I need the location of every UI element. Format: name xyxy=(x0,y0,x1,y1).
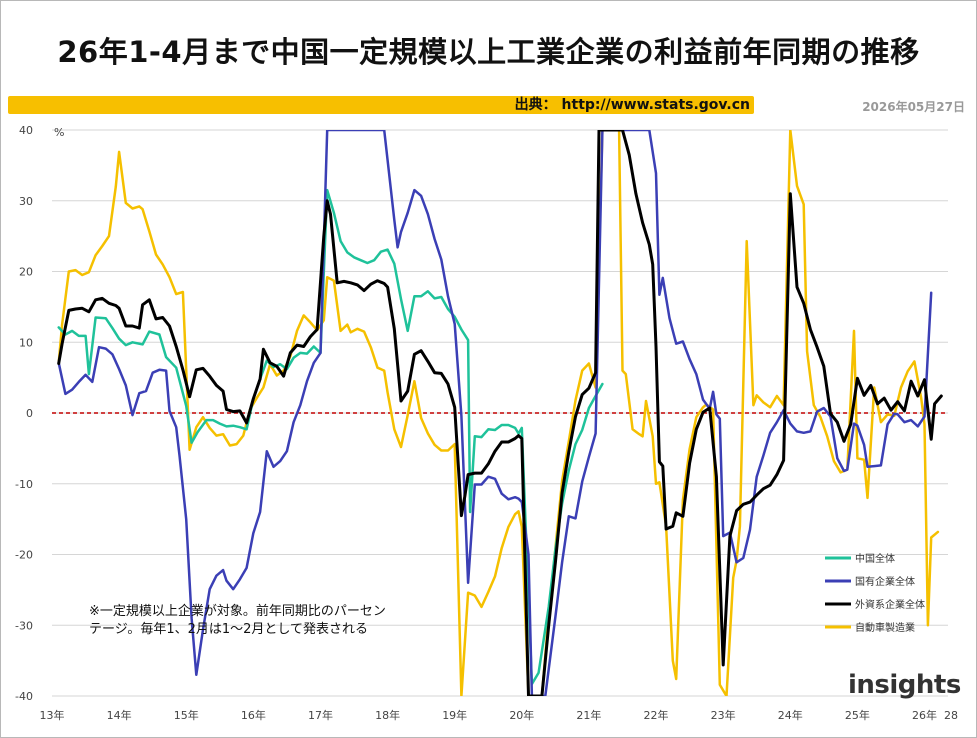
x-axis-end-label: 28 xyxy=(944,709,958,722)
y-tick-label: -10 xyxy=(15,478,33,491)
series-group xyxy=(57,130,943,696)
y-tick-label: 10 xyxy=(19,336,33,349)
y-tick-label: -20 xyxy=(15,549,33,562)
insights-logo: insights xyxy=(848,670,961,700)
x-tick-label: 25年 xyxy=(845,708,870,722)
x-tick-label: 14年 xyxy=(107,708,132,722)
y-axis-unit: % xyxy=(54,126,64,139)
y-axis: -40 -30 -20 -10 0 10 20 30 40 xyxy=(15,124,33,703)
legend-label: 外資系企業全体 xyxy=(855,598,925,611)
y-tick-label: -40 xyxy=(15,690,33,703)
y-tick-label: -30 xyxy=(15,619,33,632)
legend-label: 自動車製造業 xyxy=(855,621,915,634)
chart-note: ※一定規模以上企業が対象。前年同期比のパーセンテージ。毎年1、2月は1～2月とし… xyxy=(89,603,386,637)
x-tick-label: 23年 xyxy=(711,708,736,722)
note-line: ※一定規模以上企業が対象。前年同期比のパーセン xyxy=(89,603,386,619)
legend-label: 中国全体 xyxy=(855,552,895,565)
x-tick-label: 21年 xyxy=(576,708,601,722)
publish-date: 2026年05月27日 xyxy=(862,100,965,114)
source-label: 出典： http://www.stats.gov.cn xyxy=(514,97,750,113)
y-tick-label: 20 xyxy=(19,266,33,279)
logo-text: insights xyxy=(848,670,961,700)
y-tick-label: 30 xyxy=(19,195,33,208)
page-title: 26年1-4月まで中国一定規模以上工業企業の利益前年同期の推移 xyxy=(57,35,920,69)
x-tick-label: 15年 xyxy=(174,708,199,722)
line-chart: -40 -30 -20 -10 0 10 20 30 40 13年 14年 15年 16年 17年 18年… xyxy=(15,124,958,722)
series-line-1 xyxy=(57,188,604,686)
x-tick-label: 16年 xyxy=(241,708,266,722)
series-line-3 xyxy=(57,130,943,696)
y-tick-label: 0 xyxy=(26,407,33,420)
x-tick-label: 13年 xyxy=(40,708,65,722)
series-line-2 xyxy=(57,130,933,696)
x-tick-label: 19年 xyxy=(442,708,467,722)
x-tick-label: 22年 xyxy=(644,708,669,722)
x-tick-label: 24年 xyxy=(778,708,803,722)
y-tick-label: 40 xyxy=(19,124,33,137)
x-tick-label: 17年 xyxy=(308,708,333,722)
note-line: テージ。毎年1、2月は1～2月として発表される xyxy=(89,621,368,637)
x-tick-label: 20年 xyxy=(509,708,534,722)
x-axis: 13年 14年 15年 16年 17年 18年 19年 20年 21年 22年 23年 24年 25年 2… xyxy=(40,708,938,722)
source-bar: 出典： http://www.stats.gov.cn xyxy=(8,96,754,114)
series-line-4 xyxy=(57,130,940,696)
x-tick-label: 18年 xyxy=(375,708,400,722)
x-tick-label: 26年 xyxy=(912,708,937,722)
legend-label: 国有企業全体 xyxy=(855,575,915,588)
